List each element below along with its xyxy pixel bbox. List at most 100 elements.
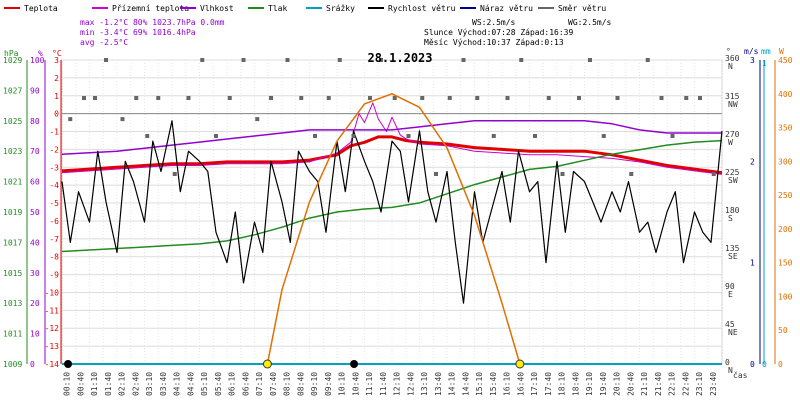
time-tick-label: 00:10 bbox=[63, 372, 72, 396]
temperature-tick-label: -8 bbox=[49, 253, 59, 262]
wind-direction-point bbox=[601, 134, 606, 138]
time-tick-label: 19:10 bbox=[585, 372, 594, 396]
temperature-tick-label: -6 bbox=[49, 217, 59, 226]
direction-tick-label: 360 bbox=[725, 54, 740, 63]
legend-label: Směr větru bbox=[558, 4, 606, 13]
time-tick-label: 02:10 bbox=[118, 372, 127, 396]
wind-direction-point bbox=[615, 96, 620, 100]
stats-min: min -3.4°C 69% 1016.4hPa bbox=[80, 28, 196, 37]
humidity-tick-label: 100 bbox=[30, 56, 45, 65]
rain-tick-label: 1 bbox=[762, 59, 767, 68]
wind-direction-point bbox=[214, 134, 218, 138]
time-tick-label: 17:40 bbox=[544, 372, 553, 396]
time-tick-label: 01:10 bbox=[90, 372, 99, 396]
direction-tick-label: 135 bbox=[725, 244, 740, 253]
wind-direction-point bbox=[326, 96, 331, 100]
wind-direction-point bbox=[560, 172, 565, 176]
time-tick-label: 16:10 bbox=[503, 372, 512, 396]
wind-direction-point bbox=[269, 96, 273, 100]
wind-direction-point bbox=[588, 58, 592, 62]
wind-direction-point bbox=[379, 58, 383, 62]
sun-tick-label: 200 bbox=[778, 225, 793, 234]
wind-direction-point bbox=[645, 58, 650, 62]
time-tick-label: 03:10 bbox=[145, 372, 154, 396]
humidity-tick-label: 60 bbox=[30, 178, 40, 187]
time-tick-label: 22:10 bbox=[668, 372, 677, 396]
wind-direction-point bbox=[337, 58, 342, 62]
temperature-tick-label: -3 bbox=[49, 163, 59, 172]
time-tick-label: 20:40 bbox=[626, 372, 635, 396]
info-wind-speed: WS:2.5m/s bbox=[472, 18, 516, 27]
pressure-tick-label: 1015 bbox=[3, 269, 22, 278]
direction-tick-label: 45 bbox=[725, 320, 735, 329]
temperature-tick-label: -4 bbox=[49, 181, 59, 190]
time-tick-label: 21:40 bbox=[654, 372, 663, 396]
wind-direction-point bbox=[533, 134, 537, 138]
direction-tick-label: 270 bbox=[725, 130, 740, 139]
moonset-marker bbox=[64, 360, 73, 368]
humidity-tick-label: 70 bbox=[30, 147, 40, 156]
time-tick-label: 02:40 bbox=[131, 372, 140, 396]
moonrise-marker bbox=[350, 360, 359, 368]
wind-direction-point bbox=[505, 96, 510, 100]
time-tick-label: 07:40 bbox=[269, 372, 278, 396]
humidity-tick-label: 80 bbox=[30, 117, 40, 126]
wind-direction-point bbox=[698, 96, 702, 100]
wind-tick-label: 1 bbox=[750, 259, 755, 268]
series-line-2 bbox=[61, 120, 722, 155]
legend-label: Přízemní teplota bbox=[112, 4, 189, 13]
wind-direction-point bbox=[227, 96, 232, 100]
time-tick-label: 09:40 bbox=[324, 372, 333, 396]
pressure-tick-label: 1023 bbox=[3, 147, 22, 156]
wind-direction-point bbox=[93, 96, 97, 100]
wind-direction-point bbox=[120, 117, 125, 122]
pressure-tick-label: 1025 bbox=[3, 117, 22, 126]
direction-tick-label: 315 bbox=[725, 92, 740, 101]
temperature-axis-unit: °C bbox=[52, 49, 62, 58]
humidity-axis-unit: % bbox=[38, 49, 43, 58]
wind-direction-point bbox=[447, 96, 452, 100]
time-tick-label: 19:40 bbox=[599, 372, 608, 396]
sun-tick-label: 100 bbox=[778, 292, 793, 301]
time-tick-label: 06:10 bbox=[228, 372, 237, 396]
temperature-tick-label: -2 bbox=[49, 145, 59, 154]
stats-avg: avg -2.5°C bbox=[80, 38, 128, 47]
time-tick-label: 08:10 bbox=[283, 372, 292, 396]
wind-direction-point bbox=[684, 96, 689, 100]
wind-direction-point bbox=[241, 58, 246, 62]
humidity-tick-label: 10 bbox=[30, 330, 40, 339]
wind-direction-point bbox=[392, 96, 397, 100]
wind-direction-point bbox=[368, 96, 372, 100]
time-axis-unit: čas bbox=[733, 370, 748, 380]
rain-tick-label: 0 bbox=[762, 360, 767, 369]
wind-direction-point bbox=[156, 96, 161, 100]
wind-direction-point bbox=[285, 58, 290, 62]
time-tick-label: 05:10 bbox=[200, 372, 209, 396]
temperature-tick-label: -14 bbox=[45, 360, 60, 369]
legend-label: Vlhkost bbox=[200, 4, 234, 13]
humidity-tick-label: 20 bbox=[30, 299, 40, 308]
info-moon: Měsíc Východ:10:37 Západ:0:13 bbox=[424, 38, 564, 47]
time-tick-label: 18:40 bbox=[571, 372, 580, 396]
series-line-5 bbox=[61, 120, 723, 304]
sun-axis-unit: W bbox=[779, 47, 784, 56]
time-tick-label: 13:10 bbox=[420, 372, 429, 396]
temperature-tick-label: -10 bbox=[45, 288, 60, 297]
stats-max: max -1.2°C 80% 1023.7hPa 0.0mm bbox=[80, 18, 225, 27]
plot-area bbox=[61, 59, 723, 365]
temperature-tick-label: 0 bbox=[54, 110, 59, 119]
humidity-tick-label: 90 bbox=[30, 86, 40, 95]
wind-direction-point bbox=[299, 96, 304, 100]
time-tick-label: 11:10 bbox=[365, 372, 374, 396]
sun-tick-label: 50 bbox=[778, 326, 788, 335]
wind-tick-label: 3 bbox=[750, 56, 755, 65]
pressure-tick-label: 1017 bbox=[3, 238, 22, 247]
temperature-tick-label: -12 bbox=[45, 324, 60, 333]
legend-label: Tlak bbox=[268, 4, 287, 13]
direction-compass-label: S bbox=[728, 214, 733, 223]
sun-tick-label: 250 bbox=[778, 191, 793, 200]
direction-compass-label: NE bbox=[728, 328, 738, 337]
temperature-tick-label: -7 bbox=[49, 235, 59, 244]
